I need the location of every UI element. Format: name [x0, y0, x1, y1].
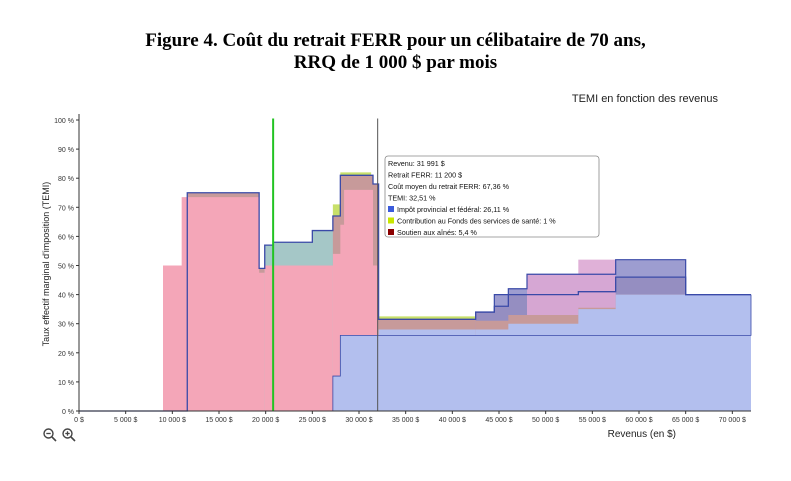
x-tick-label: 15 000 $	[205, 417, 232, 424]
outline-purple	[475, 259, 687, 313]
blue-mid	[378, 329, 476, 411]
x-tick-label: 5 000 $	[114, 417, 137, 424]
tooltip-line: TEMI: 32,51 %	[388, 194, 436, 203]
y-tick-label: 80 %	[58, 176, 74, 183]
zoom-in-button[interactable]	[61, 427, 77, 443]
x-tick-label: 0 $	[74, 417, 84, 424]
tooltip-box	[384, 155, 600, 238]
tooltip-swatch	[388, 206, 394, 212]
tooltip-legend-label: Soutien aux aînés: 5,4 %	[397, 228, 478, 237]
outline-right	[685, 277, 751, 296]
outline-top	[79, 174, 751, 412]
tooltip-line: Retrait FERR: 11 200 $	[388, 171, 462, 180]
tooltip-legend-label: Impôt provincial et fédéral: 26,11 %	[397, 205, 510, 214]
zoom-in-icon	[62, 428, 76, 442]
y-tick-label: 0 %	[62, 409, 74, 416]
x-tick-label: 20 000 $	[252, 417, 279, 424]
y-tick-label: 50 %	[58, 264, 74, 271]
x-tick-label: 40 000 $	[439, 417, 466, 424]
x-tick-label: 70 000 $	[719, 417, 746, 424]
plot-area[interactable]	[79, 118, 752, 412]
x-tick-label: 35 000 $	[392, 417, 419, 424]
tooltip-line: Revenu: 31 991 $	[388, 159, 445, 168]
x-tick-label: 60 000 $	[625, 417, 652, 424]
x-tick-label: 55 000 $	[579, 417, 606, 424]
chart-title: TEMI en fonction des revenus	[572, 93, 719, 105]
x-tick-label: 50 000 $	[532, 417, 559, 424]
tooltip: Revenu: 31 991 $ Retrait FERR: 11 200 $ Co…	[384, 155, 600, 238]
y-tick-label: 90 %	[58, 147, 74, 154]
y-tick-label: 10 %	[58, 380, 74, 387]
tooltip-legend-label: Contribution au Fonds des services de sa…	[397, 217, 556, 226]
y-tick-label: 20 %	[58, 351, 74, 358]
y-axis-label: Taux effectif marginal d'imposition (TEM…	[41, 182, 51, 347]
x-tick-label: 30 000 $	[345, 417, 372, 424]
zoom-out-icon	[43, 428, 57, 442]
figure-title: Figure 4. Coût du retrait FERR pour un c…	[0, 30, 791, 74]
y-tick-label: 40 %	[58, 293, 74, 300]
y-tick-label: 60 %	[58, 234, 74, 241]
tooltip-line: Coût moyen du retrait FERR: 67,36 %	[388, 182, 510, 191]
x-axis-label: Revenus (en $)	[608, 429, 676, 440]
zoom-out-button[interactable]	[42, 427, 58, 443]
axes: 0 % 10 % 20 % 30 % 40 % 50 % 60 % 70 % 80 % 90 % 1…	[54, 114, 751, 424]
blue-refill	[332, 335, 373, 411]
figure-title-line1: Figure 4. Coût du retrait FERR pour un c…	[145, 30, 646, 51]
x-tick-label: 10 000 $	[159, 417, 186, 424]
y-tick-label: 100 %	[54, 118, 74, 125]
y-tick-label: 70 %	[58, 205, 74, 212]
pink-refill	[264, 265, 333, 411]
tooltip-swatch	[388, 229, 394, 235]
x-tick-label: 65 000 $	[672, 417, 699, 424]
figure-title-line2: RRQ de 1 000 $ par mois	[293, 52, 498, 73]
blue-steps	[475, 294, 751, 411]
tooltip-swatch	[388, 217, 394, 224]
x-tick-label: 45 000 $	[485, 417, 512, 424]
y-tick-label: 30 %	[58, 322, 74, 329]
x-tick-label: 25 000 $	[299, 417, 326, 424]
